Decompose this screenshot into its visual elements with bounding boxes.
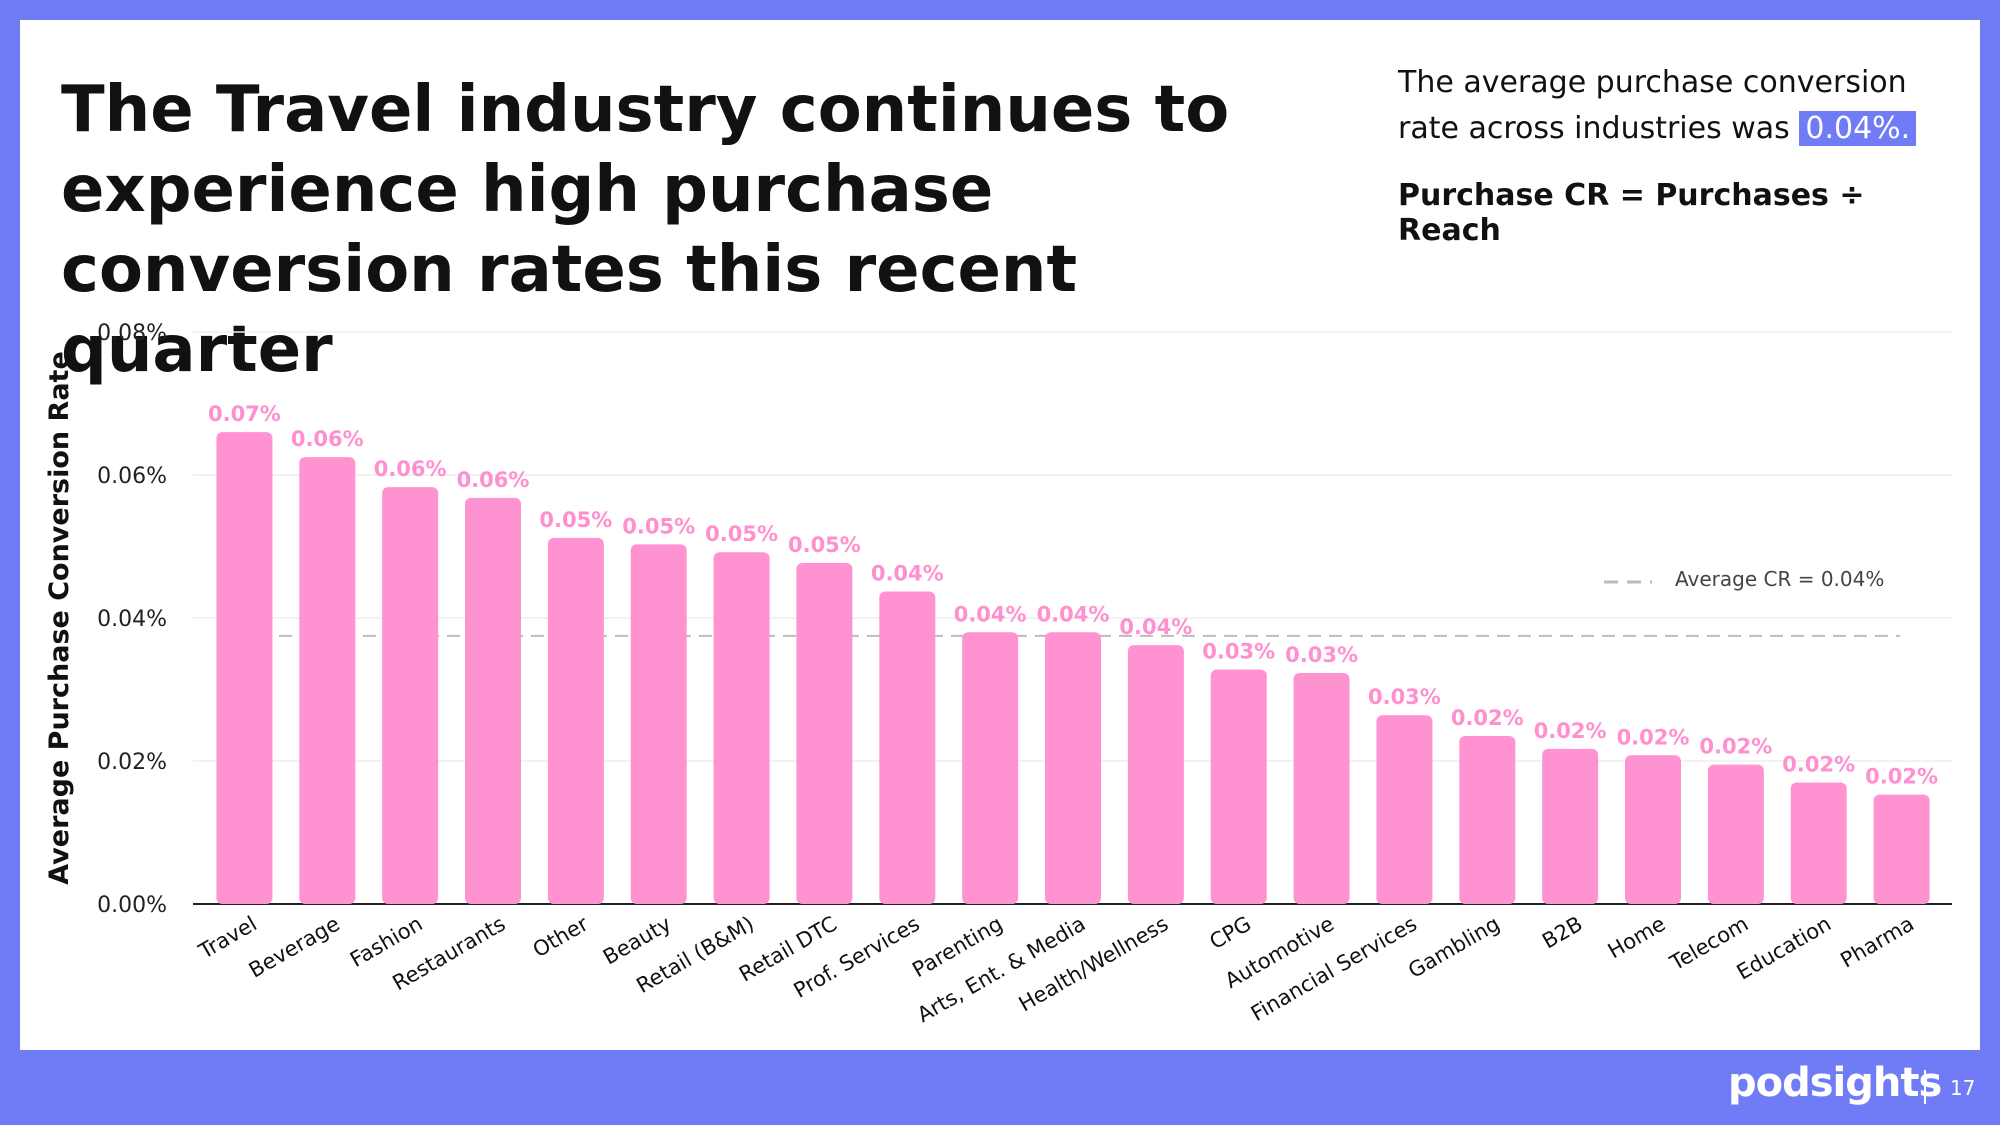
data-label: 0.03% [1202, 639, 1275, 663]
x-tick-label: Pharma [1836, 912, 1918, 973]
footer-divider [1924, 1070, 1926, 1104]
bar [1376, 715, 1433, 904]
data-label: 0.04% [1119, 615, 1192, 639]
data-label: 0.03% [1285, 643, 1358, 667]
bar [1542, 748, 1599, 904]
bar-chart: 0.00% 0.02% 0.04% 0.06% 0.08% Average Purchas… [44, 321, 1952, 1027]
bar [1459, 735, 1516, 904]
y-tick-label: 0.02% [97, 750, 167, 775]
data-label: 0.05% [705, 522, 778, 546]
bar [962, 632, 1019, 904]
page-number: 17 [1950, 1076, 1976, 1100]
summary: The average purchase conversion rate acr… [1398, 60, 1958, 152]
data-label: 0.06% [291, 427, 364, 451]
summary-text: The average purchase conversion rate acr… [1398, 65, 1907, 146]
data-label: 0.05% [622, 514, 695, 538]
data-label: 0.03% [1368, 685, 1441, 709]
data-label: 0.05% [788, 533, 861, 557]
bar [1045, 632, 1101, 904]
bar [547, 537, 604, 904]
data-label: 0.02% [1617, 725, 1690, 749]
bar [1873, 794, 1930, 904]
x-tick-label: Beverage [245, 912, 344, 983]
data-label: 0.05% [539, 508, 612, 532]
legend-label: Average CR = 0.04% [1675, 567, 1884, 591]
bar [382, 487, 439, 904]
x-tick-label: Other [529, 911, 593, 962]
summary-value-badge: 0.04%. [1799, 111, 1917, 146]
data-label: 0.02% [1865, 765, 1938, 789]
x-tick-label: CPG [1205, 912, 1255, 955]
bar [879, 591, 936, 904]
data-label: 0.04% [1037, 602, 1110, 626]
bar [1210, 669, 1267, 904]
x-tick-label: Gambling [1404, 912, 1504, 983]
bar [299, 457, 356, 904]
data-label: 0.07% [208, 402, 281, 426]
data-label: 0.02% [1699, 735, 1772, 759]
bar [630, 544, 687, 904]
y-tick-label: 0.04% [97, 607, 167, 632]
bar [216, 432, 273, 904]
brand-logo: podsights [1728, 1060, 1942, 1106]
data-label: 0.02% [1782, 752, 1855, 776]
x-tick-label: Health/Wellness [1015, 912, 1173, 1017]
page-title: The Travel industry continues to experie… [61, 73, 1230, 387]
data-label: 0.02% [1534, 719, 1607, 743]
data-label: 0.04% [871, 562, 944, 586]
bar [465, 497, 521, 904]
data-label: 0.06% [374, 457, 447, 481]
formula-text: Purchase CR = Purchases ÷ Reach [1398, 178, 1865, 248]
data-label: 0.02% [1451, 706, 1524, 730]
bar [1790, 782, 1847, 904]
bar [713, 552, 770, 904]
bar [1707, 764, 1764, 904]
y-tick-label: 0.08% [97, 321, 167, 346]
y-tick-label: 0.00% [97, 893, 167, 918]
bar [1625, 755, 1681, 904]
x-tick-label: Home [1604, 912, 1670, 964]
y-axis-label: Average Purchase Conversion Rate [44, 351, 75, 885]
bar [1127, 645, 1184, 904]
data-label: 0.06% [457, 468, 530, 492]
y-tick-label: 0.06% [97, 464, 167, 489]
data-label: 0.04% [954, 602, 1027, 626]
x-tick-label: B2B [1538, 912, 1587, 954]
x-tick-label: Travel [194, 912, 261, 965]
bar [796, 562, 853, 904]
x-tick-label: Education [1733, 912, 1836, 985]
footer: podsights 17 [0, 1050, 2000, 1125]
bar [1293, 673, 1350, 904]
